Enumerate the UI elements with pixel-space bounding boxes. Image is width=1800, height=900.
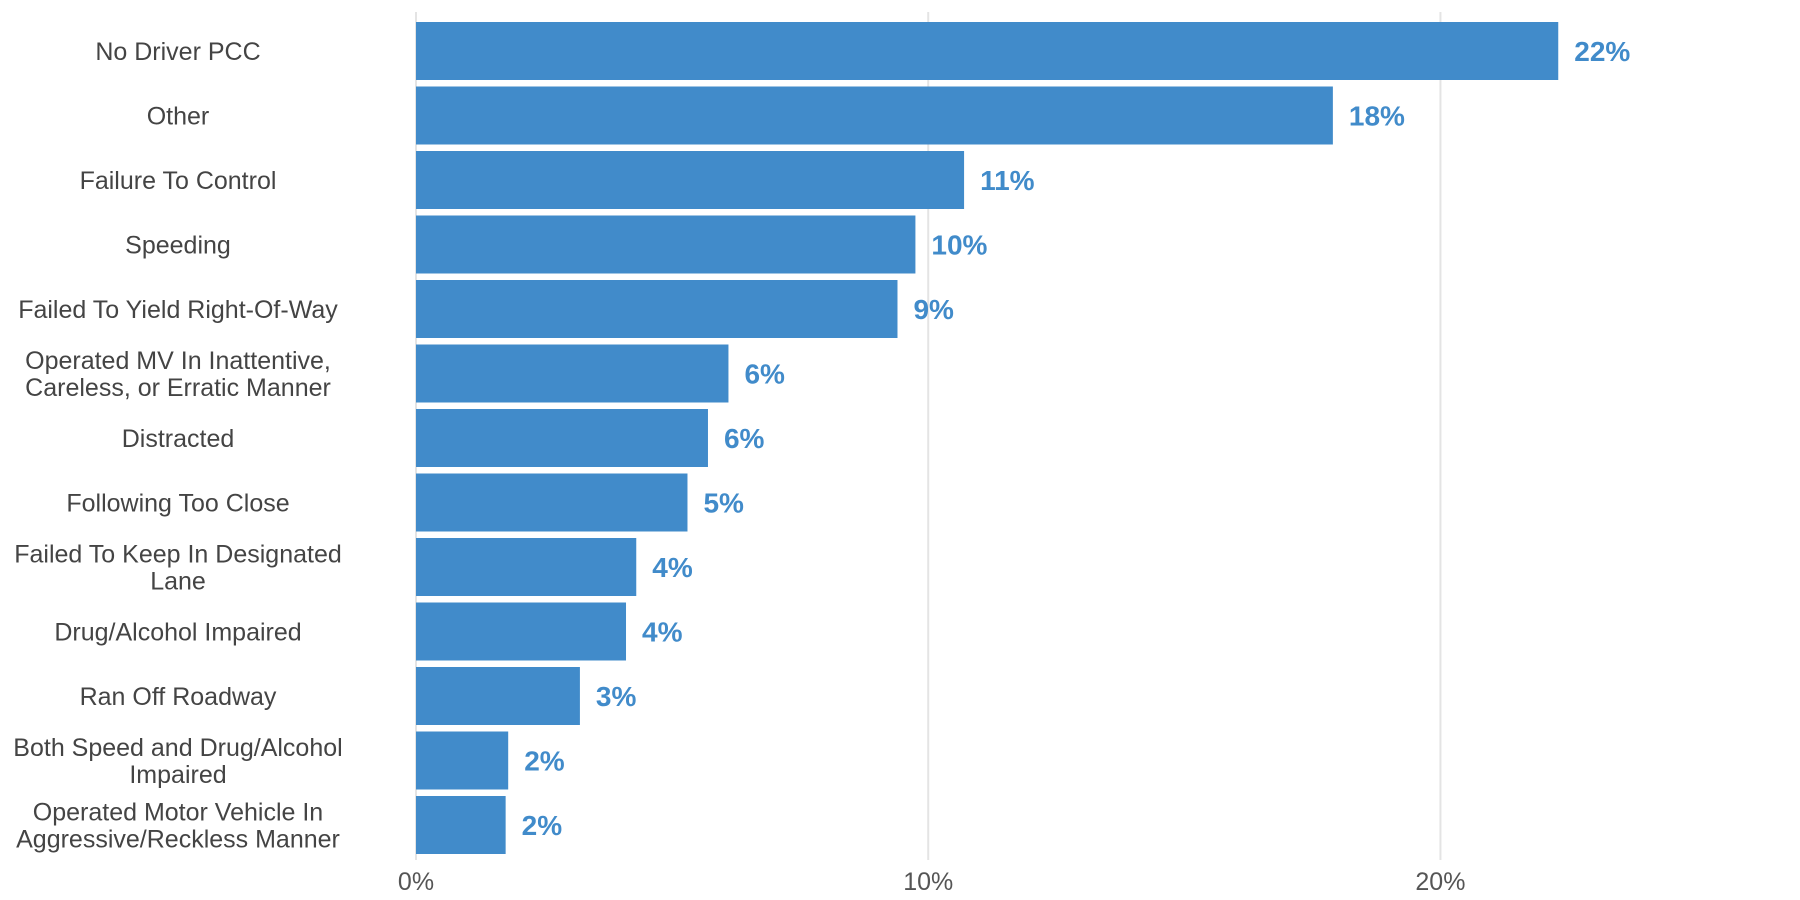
category-label: Distracted <box>122 425 235 453</box>
value-label: 9% <box>913 294 954 325</box>
value-label: 11% <box>980 165 1035 196</box>
value-label: 4% <box>652 552 693 583</box>
bar <box>416 473 688 532</box>
value-label: 22% <box>1574 36 1630 67</box>
category-label-line: Lane <box>150 568 206 596</box>
value-label: 2% <box>524 746 565 777</box>
category-label: Failure To Control <box>80 167 277 195</box>
category-label-line: Both Speed and Drug/Alcohol <box>13 734 342 762</box>
value-label: 3% <box>596 681 637 712</box>
category-label: Operated Motor Vehicle In Aggressive/Reck… <box>16 799 340 854</box>
bar <box>416 731 509 790</box>
category-label: Failed To Yield Right-Of-Way <box>18 296 338 324</box>
category-label-line: Distracted <box>122 425 235 453</box>
value-label: 18% <box>1349 101 1405 132</box>
x-axis-ticks: 0% 10% 20% <box>398 868 1466 896</box>
category-label-line: Impaired <box>129 761 226 789</box>
category-label-line: Failure To Control <box>80 167 277 195</box>
category-label: Ran Off Roadway <box>80 683 277 711</box>
category-label: Failed To Keep In Designated Lane <box>14 541 342 596</box>
value-label: 2% <box>522 810 563 841</box>
value-label: 5% <box>703 488 744 519</box>
category-label-line: Aggressive/Reckless Manner <box>16 826 340 854</box>
category-label: Speeding <box>125 232 231 260</box>
category-label-line: Drug/Alcohol Impaired <box>54 619 301 647</box>
category-label-line: Ran Off Roadway <box>80 683 277 711</box>
bar <box>416 667 580 725</box>
category-label: Drug/Alcohol Impaired <box>54 619 301 647</box>
category-label-line: No Driver PCC <box>95 38 260 66</box>
category-label-line: Following Too Close <box>66 490 289 518</box>
bar <box>416 344 729 403</box>
category-label-line: Other <box>147 103 210 131</box>
x-tick-label: 20% <box>1415 868 1465 896</box>
value-labels: 22% 18% 11% 10% 9% 6% 6% 5% 4% 4% 3% 2% 2% <box>522 36 1631 841</box>
bar <box>416 22 1559 80</box>
category-label: Operated MV In Inattentive, Careless, or … <box>25 347 331 402</box>
category-label-line: Failed To Yield Right-Of-Way <box>18 296 338 324</box>
bar <box>416 796 506 854</box>
bars <box>416 22 1559 854</box>
category-label-line: Careless, or Erratic Manner <box>25 374 331 402</box>
category-label: Other <box>147 103 210 131</box>
x-tick-label: 0% <box>398 868 434 896</box>
bar <box>416 602 627 661</box>
category-label-line: Operated MV In Inattentive, <box>25 347 331 375</box>
category-label-line: Speeding <box>125 232 231 260</box>
value-label: 10% <box>931 230 987 261</box>
bar <box>416 538 637 596</box>
category-label: No Driver PCC <box>95 38 260 66</box>
category-labels: No Driver PCC Other Failure To Control Spee… <box>13 38 342 854</box>
value-label: 6% <box>744 359 785 390</box>
category-label-line: Operated Motor Vehicle In <box>33 799 323 827</box>
bar <box>416 215 916 274</box>
value-label: 6% <box>724 423 765 454</box>
bar <box>416 409 708 467</box>
category-label: Both Speed and Drug/Alcohol Impaired <box>13 734 342 789</box>
bar <box>416 280 898 338</box>
category-label: Following Too Close <box>66 490 289 518</box>
x-tick-label: 10% <box>903 868 953 896</box>
bar <box>416 86 1333 145</box>
value-label: 4% <box>642 617 683 648</box>
category-label-line: Failed To Keep In Designated <box>14 541 342 569</box>
bar <box>416 151 965 209</box>
